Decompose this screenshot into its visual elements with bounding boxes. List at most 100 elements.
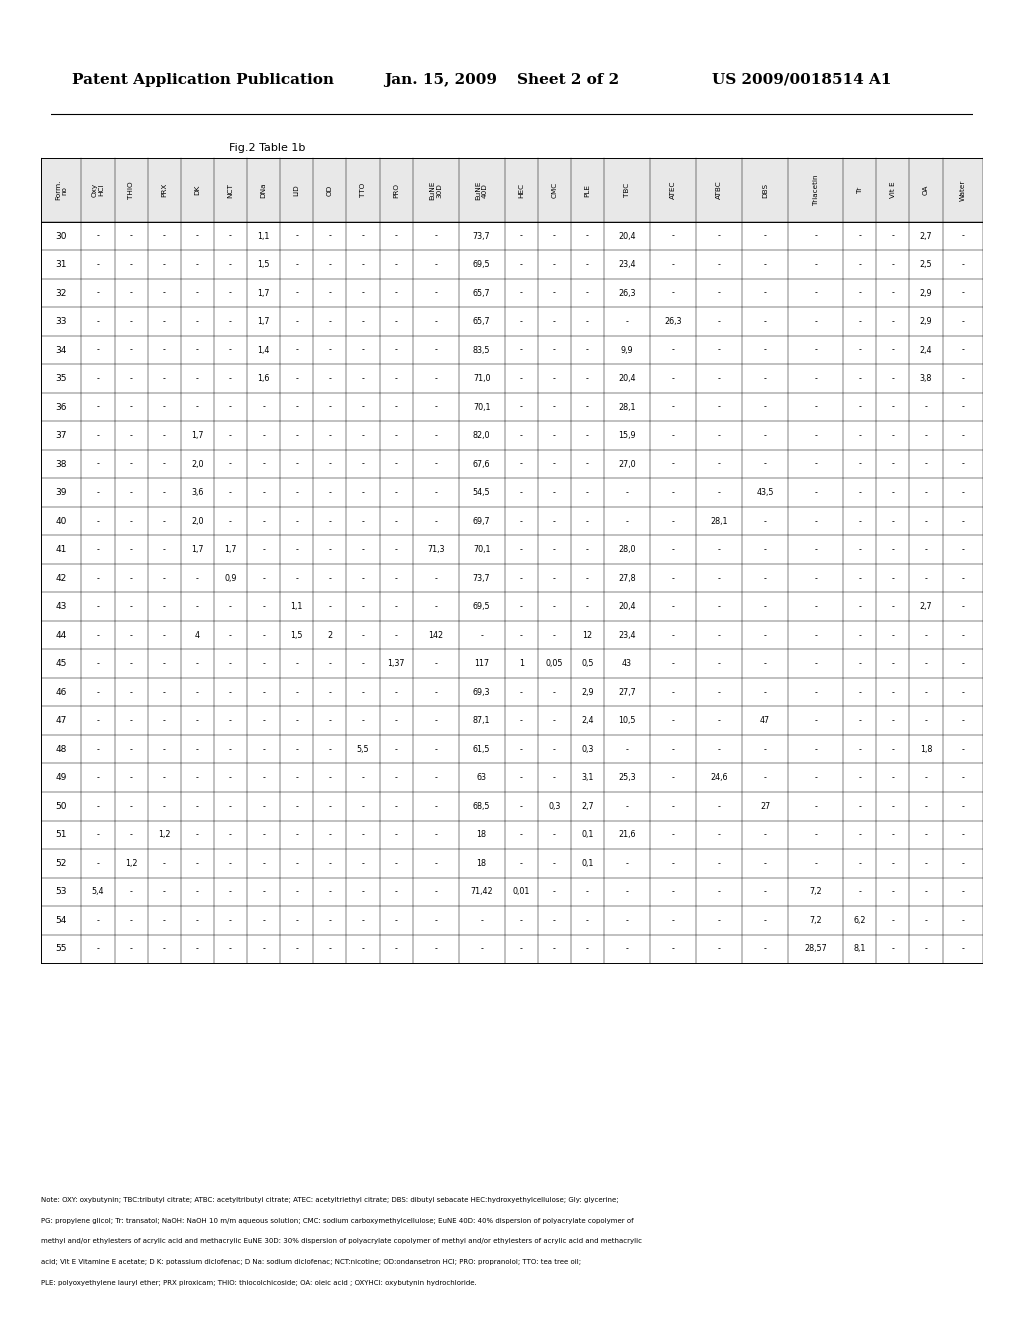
Text: 69,3: 69,3 bbox=[473, 688, 490, 697]
Text: 27,8: 27,8 bbox=[618, 574, 636, 582]
Text: 36: 36 bbox=[55, 403, 67, 412]
Text: -: - bbox=[718, 574, 721, 582]
Text: 2,4: 2,4 bbox=[582, 717, 594, 725]
Text: 142: 142 bbox=[428, 631, 443, 640]
Text: -: - bbox=[672, 346, 675, 355]
Text: -: - bbox=[361, 774, 365, 783]
Text: -: - bbox=[163, 459, 166, 469]
Text: -: - bbox=[553, 374, 556, 383]
Text: -: - bbox=[163, 574, 166, 582]
Text: -: - bbox=[814, 744, 817, 754]
Text: -: - bbox=[925, 916, 928, 925]
Text: -: - bbox=[295, 260, 298, 269]
Text: -: - bbox=[586, 317, 589, 326]
Text: -: - bbox=[130, 717, 132, 725]
Text: Water: Water bbox=[959, 180, 966, 201]
Text: 82,0: 82,0 bbox=[473, 432, 490, 440]
Text: 33: 33 bbox=[55, 317, 67, 326]
Text: -: - bbox=[434, 944, 437, 953]
Text: -: - bbox=[892, 260, 894, 269]
Text: -: - bbox=[858, 317, 861, 326]
Text: -: - bbox=[130, 944, 132, 953]
Text: -: - bbox=[962, 403, 965, 412]
Text: -: - bbox=[130, 631, 132, 640]
Text: -: - bbox=[295, 774, 298, 783]
Text: -: - bbox=[586, 432, 589, 440]
Text: 28,1: 28,1 bbox=[711, 516, 728, 525]
Text: -: - bbox=[586, 260, 589, 269]
Text: -: - bbox=[394, 602, 397, 611]
Text: -: - bbox=[295, 887, 298, 896]
Text: PLE: PLE bbox=[585, 183, 591, 197]
Text: 48: 48 bbox=[55, 744, 67, 754]
Text: -: - bbox=[361, 545, 365, 554]
Text: 31: 31 bbox=[55, 260, 67, 269]
Text: -: - bbox=[361, 374, 365, 383]
Text: -: - bbox=[814, 403, 817, 412]
Text: 68,5: 68,5 bbox=[473, 801, 490, 810]
Text: -: - bbox=[329, 374, 332, 383]
Text: -: - bbox=[196, 774, 199, 783]
Text: -: - bbox=[361, 403, 365, 412]
Text: -: - bbox=[858, 374, 861, 383]
Text: -: - bbox=[962, 631, 965, 640]
Text: 20,4: 20,4 bbox=[618, 602, 636, 611]
Text: 27,7: 27,7 bbox=[618, 688, 636, 697]
Text: -: - bbox=[295, 346, 298, 355]
Text: -: - bbox=[229, 488, 231, 498]
Text: -: - bbox=[520, 944, 522, 953]
Text: -: - bbox=[295, 859, 298, 867]
Text: -: - bbox=[718, 717, 721, 725]
Text: -: - bbox=[962, 260, 965, 269]
Text: -: - bbox=[553, 260, 556, 269]
Text: -: - bbox=[626, 744, 629, 754]
Text: 45: 45 bbox=[55, 659, 67, 668]
Text: -: - bbox=[196, 574, 199, 582]
Text: -: - bbox=[196, 346, 199, 355]
Text: -: - bbox=[520, 488, 522, 498]
Text: -: - bbox=[814, 545, 817, 554]
Text: -: - bbox=[764, 916, 766, 925]
Text: -: - bbox=[553, 717, 556, 725]
Text: 71,0: 71,0 bbox=[473, 374, 490, 383]
Text: -: - bbox=[229, 317, 231, 326]
Text: -: - bbox=[520, 830, 522, 840]
Text: -: - bbox=[394, 744, 397, 754]
Text: -: - bbox=[925, 830, 928, 840]
Text: -: - bbox=[96, 830, 99, 840]
Text: -: - bbox=[718, 346, 721, 355]
Text: 1,37: 1,37 bbox=[387, 659, 404, 668]
Text: -: - bbox=[892, 317, 894, 326]
Text: -: - bbox=[480, 631, 483, 640]
Text: -: - bbox=[434, 688, 437, 697]
Text: DBS: DBS bbox=[762, 182, 768, 198]
Text: -: - bbox=[262, 717, 265, 725]
Text: 21,6: 21,6 bbox=[618, 830, 636, 840]
Text: -: - bbox=[718, 744, 721, 754]
Text: -: - bbox=[163, 717, 166, 725]
Text: -: - bbox=[130, 774, 132, 783]
Text: -: - bbox=[329, 659, 332, 668]
Text: 63: 63 bbox=[476, 774, 486, 783]
Text: -: - bbox=[892, 887, 894, 896]
Text: -: - bbox=[229, 260, 231, 269]
Text: 0,1: 0,1 bbox=[582, 830, 594, 840]
Text: 18: 18 bbox=[476, 830, 486, 840]
Text: -: - bbox=[394, 574, 397, 582]
Text: -: - bbox=[295, 488, 298, 498]
Text: -: - bbox=[626, 887, 629, 896]
Text: -: - bbox=[962, 859, 965, 867]
Text: -: - bbox=[229, 403, 231, 412]
Text: -: - bbox=[764, 602, 766, 611]
Text: 1,4: 1,4 bbox=[257, 346, 269, 355]
Text: -: - bbox=[262, 602, 265, 611]
Text: -: - bbox=[434, 459, 437, 469]
Text: -: - bbox=[229, 346, 231, 355]
Text: -: - bbox=[858, 830, 861, 840]
Text: -: - bbox=[196, 801, 199, 810]
Text: TTO: TTO bbox=[360, 183, 366, 197]
Text: -: - bbox=[96, 346, 99, 355]
Text: -: - bbox=[520, 574, 522, 582]
Text: -: - bbox=[130, 688, 132, 697]
Text: -: - bbox=[262, 688, 265, 697]
